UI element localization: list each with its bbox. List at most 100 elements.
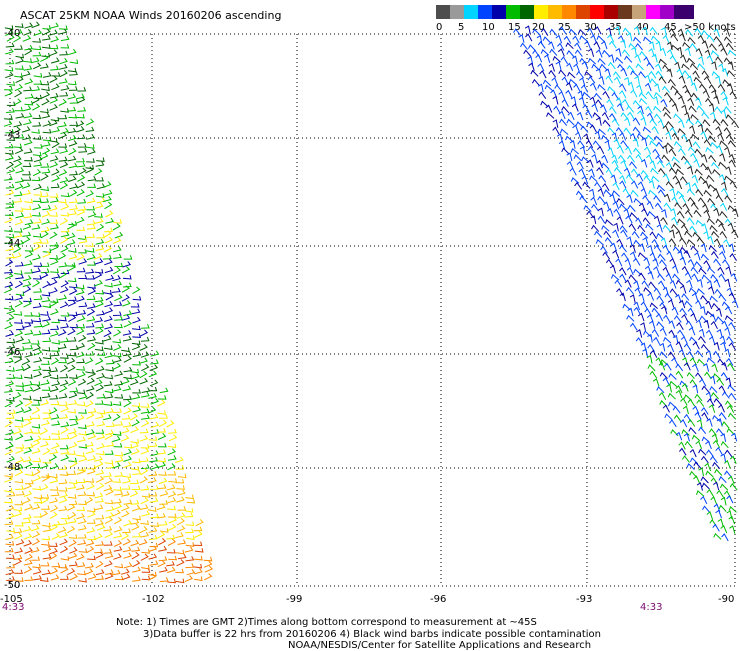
wind-barb (149, 485, 159, 490)
wind-barb (654, 215, 661, 225)
wind-barb (33, 155, 43, 163)
wind-barb (708, 84, 717, 92)
wind-barb (574, 42, 582, 51)
wind-barb (712, 187, 720, 197)
wind-barb (141, 419, 150, 428)
wind-barb (40, 230, 49, 239)
wind-barb (605, 75, 614, 84)
wind-barb (87, 370, 97, 378)
wind-barb (545, 104, 553, 113)
wind-barb (78, 237, 88, 244)
wind-barb (703, 362, 710, 372)
wind-barb (150, 513, 160, 519)
wind-barb (710, 320, 718, 330)
wind-barb (638, 92, 647, 100)
wind-barb (185, 556, 195, 562)
wind-barb (691, 363, 699, 372)
wind-barb (42, 25, 51, 30)
wind-barb (31, 224, 41, 230)
wind-barb (67, 277, 77, 283)
wind-barb (636, 173, 644, 182)
wind-barb (568, 28, 578, 36)
wind-barb (573, 63, 580, 72)
wind-barb (193, 526, 203, 532)
wind-barb (130, 442, 139, 449)
wind-barb (631, 46, 637, 56)
wind-barb (661, 145, 668, 154)
wind-barb (85, 166, 94, 174)
wind-barb (666, 49, 674, 58)
wind-barb (40, 239, 49, 244)
wind-barb (702, 203, 710, 213)
wind-barb (95, 323, 105, 329)
wind-barb (49, 497, 59, 504)
wind-barb (78, 334, 87, 342)
wind-barb (710, 141, 719, 149)
wind-barb (580, 84, 589, 93)
wind-barb (15, 456, 24, 464)
wind-barb (104, 530, 113, 538)
wind-barb (726, 336, 735, 344)
wind-barb (40, 152, 49, 160)
wind-barb (684, 160, 693, 168)
wind-barb (132, 560, 141, 568)
wind-barb (674, 61, 681, 71)
wind-barb (548, 41, 555, 50)
wind-barb (731, 229, 739, 238)
wind-barb (86, 377, 95, 385)
wind-barb (122, 282, 132, 288)
wind-barb (85, 441, 94, 447)
wind-barb (701, 40, 709, 49)
wind-barb (596, 35, 605, 42)
wind-barb (94, 271, 103, 280)
wind-barb (114, 451, 124, 457)
colorbar-swatch (674, 5, 694, 19)
wind-barb (694, 251, 701, 261)
wind-barb (632, 257, 641, 266)
wind-barb (637, 224, 646, 233)
wind-barb (59, 161, 69, 169)
wind-barb (158, 538, 167, 546)
wind-barb (681, 104, 688, 114)
wind-barb (148, 527, 158, 533)
wind-barb (662, 377, 670, 386)
wind-barb (675, 370, 684, 379)
wind-barb (140, 444, 150, 449)
wind-barb (31, 519, 41, 525)
wind-barb (59, 519, 68, 526)
wind-barb (690, 312, 697, 322)
colorbar-tick-label: 25 (558, 22, 571, 33)
wind-barb (4, 419, 14, 428)
wind-barb (597, 84, 606, 91)
wind-barb (661, 85, 670, 94)
wind-barb (132, 469, 142, 475)
wind-barb (570, 177, 580, 184)
wind-barb (23, 65, 33, 71)
wind-barb (640, 301, 648, 310)
wind-barb (148, 386, 158, 392)
wind-barb (40, 192, 49, 198)
wind-barb (69, 460, 78, 468)
wind-barb (537, 63, 545, 72)
wind-barb (721, 421, 730, 429)
wind-barb (14, 300, 23, 308)
wind-barb (649, 320, 656, 329)
wind-barb (696, 399, 705, 407)
wind-barb (726, 82, 734, 92)
wind-barb (650, 167, 659, 175)
wind-barb (716, 428, 725, 436)
wind-barb (700, 343, 709, 352)
wind-barb (69, 183, 78, 190)
wind-barb (78, 302, 88, 308)
wind-barb (105, 407, 114, 414)
wind-barb (105, 450, 114, 455)
wind-barb (158, 471, 167, 476)
wind-barb (6, 167, 16, 174)
wind-barb (141, 391, 150, 398)
wind-barb (5, 429, 14, 436)
wind-barb (705, 300, 713, 310)
wind-barb (688, 427, 697, 435)
wind-barb (687, 307, 696, 316)
wind-barb (123, 355, 132, 363)
wind-barb (641, 26, 648, 36)
